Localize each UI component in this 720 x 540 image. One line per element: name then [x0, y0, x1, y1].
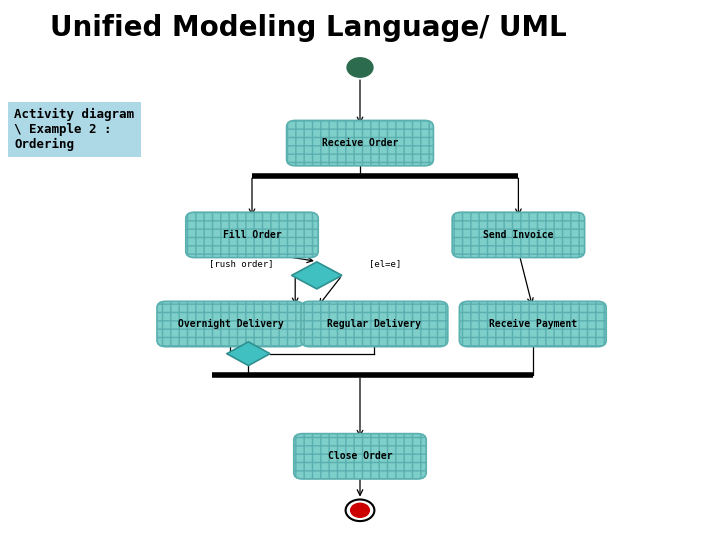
FancyBboxPatch shape — [459, 301, 606, 347]
Text: Fill Order: Fill Order — [222, 230, 282, 240]
Text: Regular Delivery: Regular Delivery — [328, 319, 421, 329]
Text: Send Invoice: Send Invoice — [483, 230, 554, 240]
Circle shape — [346, 500, 374, 521]
Circle shape — [347, 58, 373, 77]
FancyBboxPatch shape — [186, 212, 318, 258]
FancyBboxPatch shape — [294, 434, 426, 479]
Text: [el=e]: [el=e] — [369, 259, 401, 268]
Text: Close Order: Close Order — [328, 451, 392, 461]
FancyBboxPatch shape — [301, 301, 448, 347]
Text: Activity diagram
\ Example 2 :
Ordering: Activity diagram \ Example 2 : Ordering — [14, 108, 135, 151]
Text: Overnight Delivery: Overnight Delivery — [178, 319, 283, 329]
FancyBboxPatch shape — [287, 120, 433, 166]
Text: [rush order]: [rush order] — [209, 259, 274, 268]
Text: Unified Modeling Language/ UML: Unified Modeling Language/ UML — [50, 14, 567, 42]
Polygon shape — [227, 342, 270, 366]
Circle shape — [351, 503, 369, 517]
FancyBboxPatch shape — [157, 301, 304, 347]
FancyBboxPatch shape — [452, 212, 585, 258]
Text: Receive Order: Receive Order — [322, 138, 398, 148]
Text: Receive Payment: Receive Payment — [489, 319, 577, 329]
Polygon shape — [292, 262, 342, 289]
